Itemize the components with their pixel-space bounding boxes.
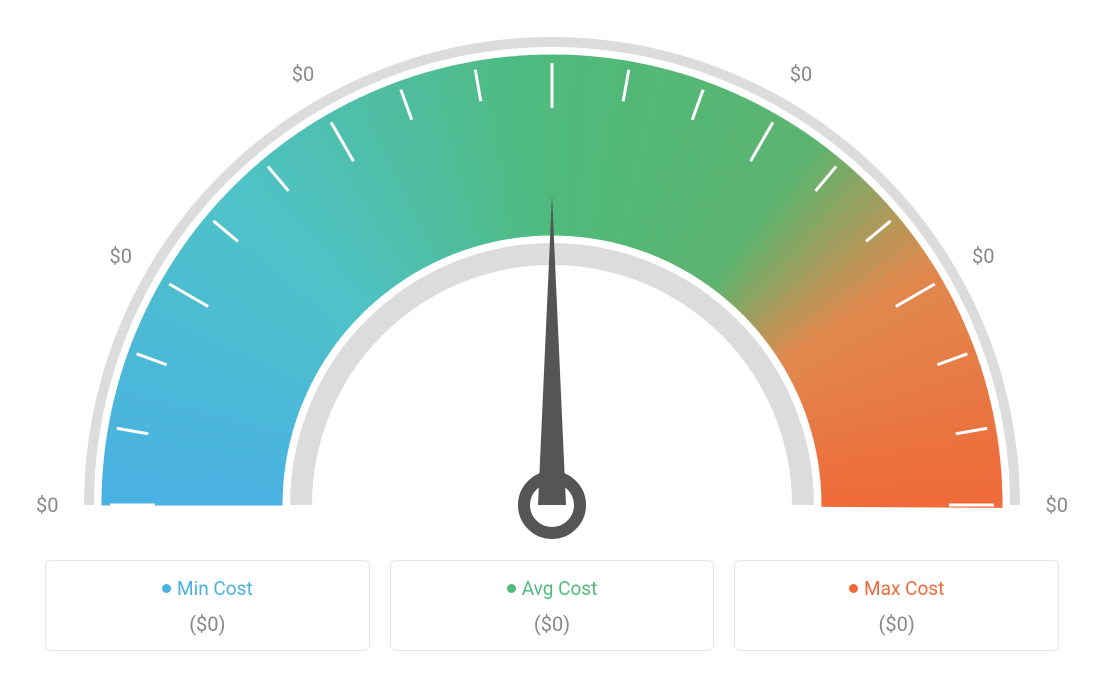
gauge-chart: $0 $0 $0 $0 $0 $0 $0 [0,0,1104,560]
cost-gauge-container: $0 $0 $0 $0 $0 $0 $0 Min Cost ($0) Avg Cost ($… [0,0,1104,690]
legend-dot-avg [507,584,516,593]
gauge-scale-label: $0 [109,244,131,268]
legend-title-avg: Avg Cost [401,577,704,600]
legend-card-min: Min Cost ($0) [45,560,370,651]
legend-label-min: Min Cost [177,577,253,600]
gauge-scale-label: $0 [790,62,812,86]
legend-value-max: ($0) [745,612,1048,636]
legend-title-min: Min Cost [56,577,359,600]
legend-value-avg: ($0) [401,612,704,636]
legend-row: Min Cost ($0) Avg Cost ($0) Max Cost ($0… [45,560,1059,651]
legend-label-avg: Avg Cost [522,577,598,600]
legend-card-avg: Avg Cost ($0) [390,560,715,651]
gauge-scale-label: $0 [972,244,994,268]
gauge-scale-label: $0 [292,62,314,86]
legend-card-max: Max Cost ($0) [734,560,1059,651]
legend-value-min: ($0) [56,612,359,636]
legend-title-max: Max Cost [745,577,1048,600]
gauge-scale-label: $0 [541,0,563,2]
gauge-scale-label: $0 [36,493,58,517]
legend-label-max: Max Cost [864,577,944,600]
gauge-scale-label: $0 [1046,493,1068,517]
legend-dot-max [849,584,858,593]
legend-dot-min [162,584,171,593]
